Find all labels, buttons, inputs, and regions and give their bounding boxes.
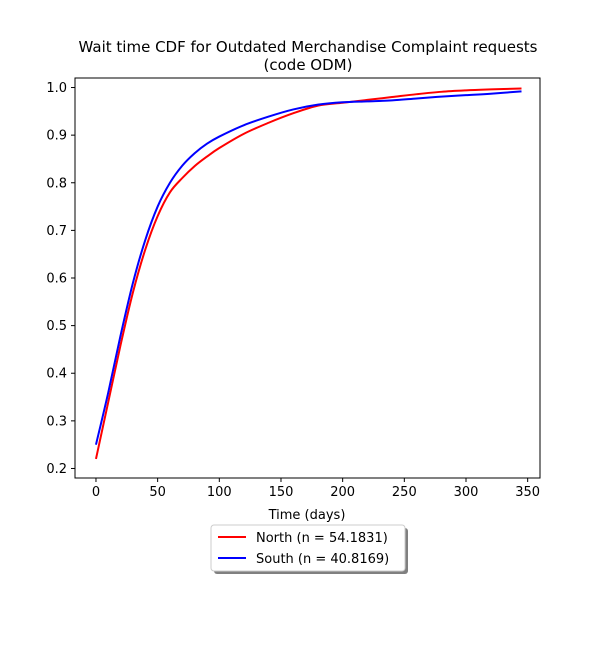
- legend-label-north: North (n = 54.1831): [256, 531, 388, 546]
- y-tick-label: 0.8: [46, 176, 67, 191]
- y-tick-label: 0.5: [46, 319, 67, 334]
- plot-frame: [74, 77, 541, 479]
- x-tick-label: 0: [92, 485, 100, 500]
- y-tick-label: 0.3: [46, 414, 67, 429]
- chart-title: Wait time CDF for Outdated Merchandise C…: [79, 38, 538, 56]
- legend-label-south: South (n = 40.8169): [256, 552, 389, 567]
- series-layer: [94, 87, 522, 460]
- series-line-north: [94, 87, 522, 460]
- x-tick-label: 300: [454, 485, 479, 500]
- y-tick-label: 0.2: [46, 462, 67, 477]
- x-tick-label: 200: [330, 485, 355, 500]
- legend: North (n = 54.1831) South (n = 40.8169): [210, 524, 408, 574]
- x-tick-label: 250: [392, 485, 417, 500]
- y-tick-label: 0.6: [46, 272, 67, 287]
- legend-box: [210, 524, 406, 572]
- x-axis-label: Time (days): [268, 508, 346, 523]
- x-tick-label: 350: [515, 485, 540, 500]
- y-tick-label: 0.9: [46, 129, 67, 144]
- x-tick-label: 50: [149, 485, 166, 500]
- y-tick-label: 1.0: [46, 81, 67, 96]
- y-tick-label: 0.7: [46, 224, 67, 239]
- y-axis: 0.2 0.3 0.4 0.5 0.6 0.7 0.8 0.9 1.0: [46, 81, 75, 477]
- y-tick-label: 0.4: [46, 367, 67, 382]
- x-tick-label: 150: [269, 485, 294, 500]
- series-line-south: [94, 90, 522, 445]
- x-axis: 0 50 100 150 200 250 300 350: [92, 478, 540, 500]
- chart-subtitle: (code ODM): [264, 56, 353, 74]
- x-tick-label: 100: [207, 485, 232, 500]
